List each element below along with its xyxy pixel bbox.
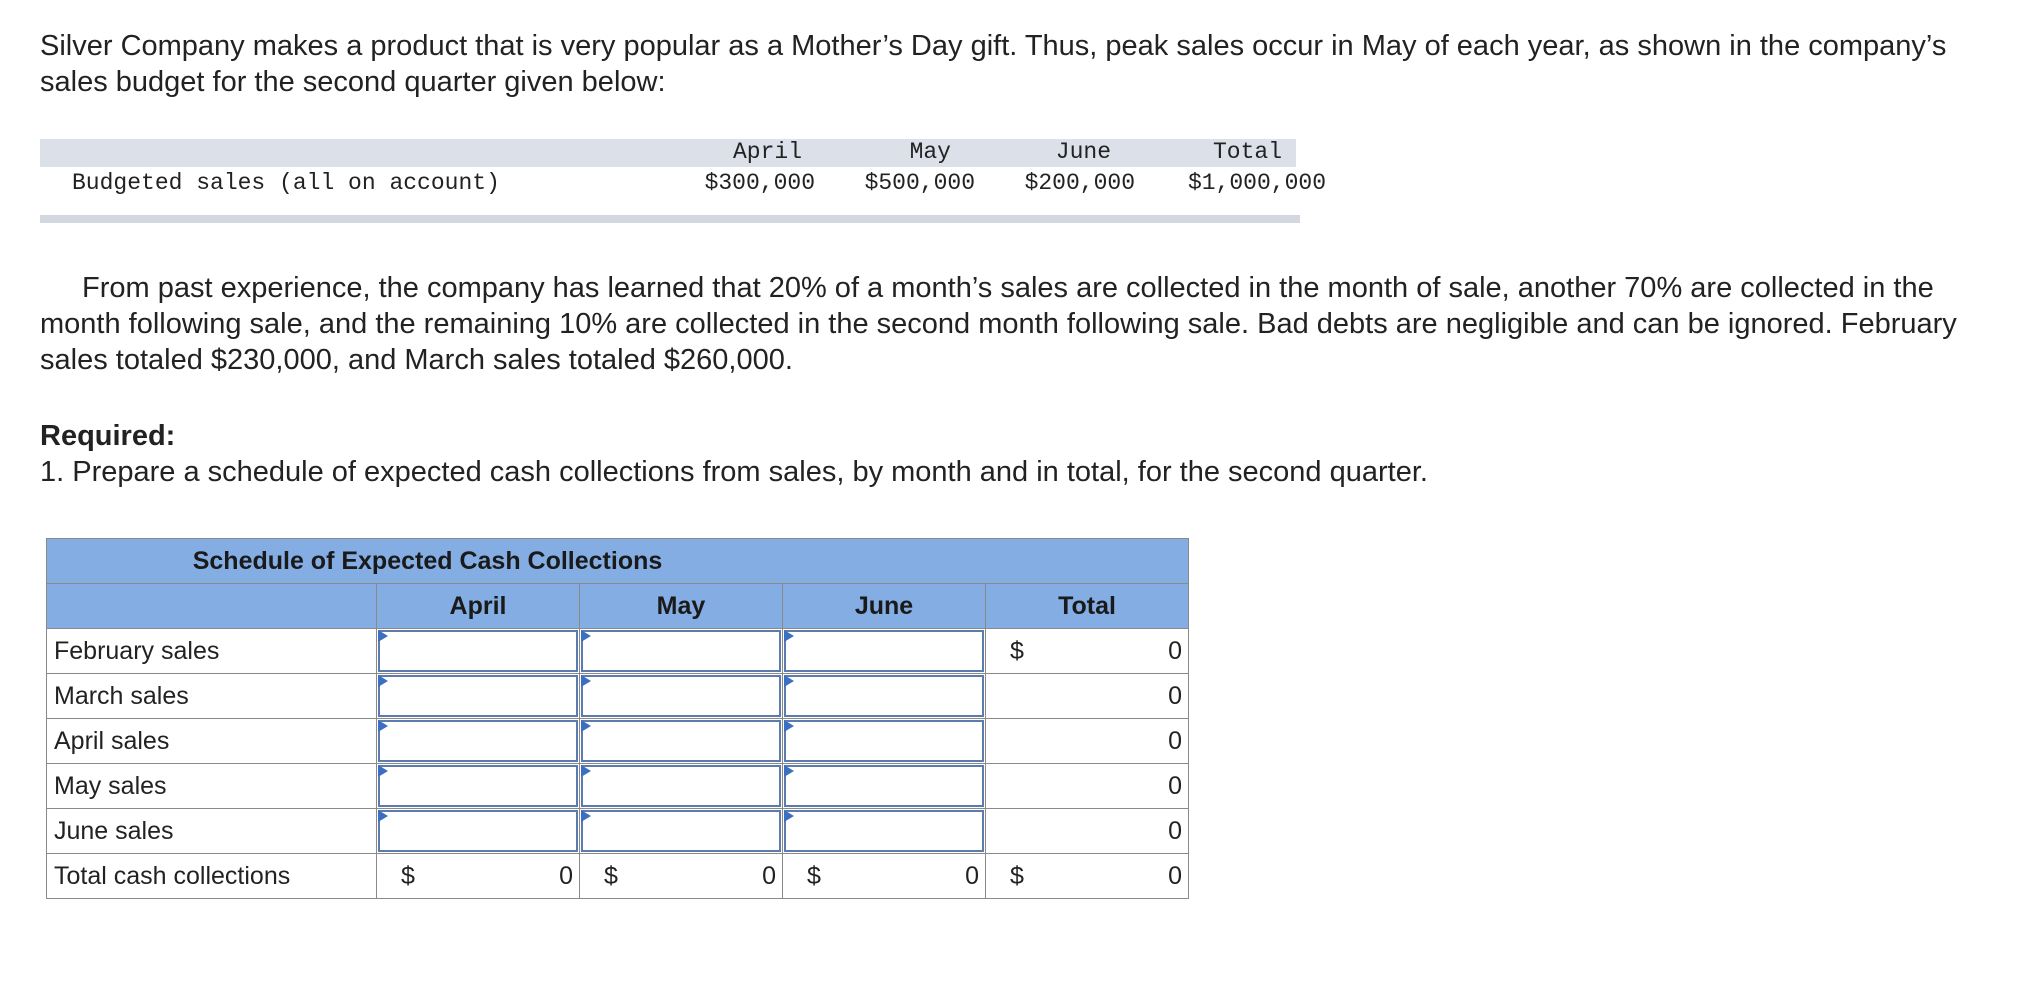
budget-bottom-rule	[40, 215, 1300, 223]
input-apr-april[interactable]	[376, 718, 580, 764]
budget-value-april: $300,000	[704, 170, 815, 196]
total-value: 0	[965, 862, 979, 890]
header-may: May	[579, 583, 783, 629]
input-may-may[interactable]	[579, 763, 783, 809]
total-value: 0	[762, 862, 776, 890]
budget-row-label: Budgeted sales (all on account)	[72, 170, 500, 196]
total-value: 0	[1168, 727, 1182, 755]
total-may-col: $0	[579, 853, 783, 899]
input-jun-june[interactable]	[782, 808, 986, 854]
input-may-june[interactable]	[782, 763, 986, 809]
total-jun: 0	[985, 808, 1189, 854]
input-may-april[interactable]	[376, 763, 580, 809]
total-value: 0	[559, 862, 573, 890]
input-jun-may[interactable]	[579, 808, 783, 854]
total-may: 0	[985, 763, 1189, 809]
budget-header-may: May	[909, 139, 951, 165]
total-june-col: $0	[782, 853, 986, 899]
table-row: March sales 0	[46, 673, 1189, 719]
budget-value-may: $500,000	[864, 170, 975, 196]
sales-budget-table: April May June Total Budgeted sales (all…	[40, 139, 1326, 223]
table-row: May sales 0	[46, 763, 1189, 809]
row-label-may: May sales	[46, 763, 377, 809]
table-row: April sales 0	[46, 718, 1189, 764]
total-value: 0	[1168, 772, 1182, 800]
currency-symbol: $	[807, 862, 821, 890]
context-paragraph: From past experience, the company has le…	[40, 272, 1957, 376]
total-value: 0	[1168, 637, 1182, 665]
required-heading: Required:	[40, 420, 176, 452]
budget-value-total: $1,000,000	[1187, 170, 1326, 196]
row-label-april: April sales	[46, 718, 377, 764]
input-apr-june[interactable]	[782, 718, 986, 764]
input-jun-april[interactable]	[376, 808, 580, 854]
input-mar-may[interactable]	[579, 673, 783, 719]
header-april: April	[376, 583, 580, 629]
intro-paragraph: Silver Company makes a product that is v…	[40, 30, 1947, 98]
header-june: June	[782, 583, 986, 629]
input-apr-may[interactable]	[579, 718, 783, 764]
schedule-title: Schedule of Expected Cash Collections	[46, 538, 1189, 584]
input-feb-june[interactable]	[782, 628, 986, 674]
header-blank	[46, 583, 377, 629]
budget-header-june: June	[1055, 139, 1111, 165]
header-total: Total	[985, 583, 1189, 629]
schedule-title-text: Schedule of Expected Cash Collections	[192, 546, 663, 575]
budget-header-april: April	[732, 139, 802, 165]
total-april: $0	[376, 853, 580, 899]
currency-symbol: $	[401, 862, 415, 890]
row-label-march: March sales	[46, 673, 377, 719]
total-value: 0	[1168, 862, 1182, 890]
total-feb: $0	[985, 628, 1189, 674]
currency-symbol: $	[1010, 862, 1024, 890]
total-apr: 0	[985, 718, 1189, 764]
total-value: 0	[1168, 817, 1182, 845]
input-feb-april[interactable]	[376, 628, 580, 674]
currency-symbol: $	[1010, 637, 1024, 665]
input-feb-may[interactable]	[579, 628, 783, 674]
input-mar-april[interactable]	[376, 673, 580, 719]
table-row: June sales 0	[46, 808, 1189, 854]
row-label-total: Total cash collections	[46, 853, 377, 899]
row-label-june: June sales	[46, 808, 377, 854]
required-text: 1. Prepare a schedule of expected cash c…	[40, 456, 1428, 488]
total-mar: 0	[985, 673, 1189, 719]
row-label-february: February sales	[46, 628, 377, 674]
budget-header-total: Total	[1212, 139, 1282, 165]
budget-value-june: $200,000	[1024, 170, 1135, 196]
input-mar-june[interactable]	[782, 673, 986, 719]
grand-total: $0	[985, 853, 1189, 899]
total-value: 0	[1168, 682, 1182, 710]
budget-header-band	[40, 139, 1296, 167]
currency-symbol: $	[604, 862, 618, 890]
table-row: February sales $0	[46, 628, 1189, 674]
cash-collections-schedule: Schedule of Expected Cash Collections Ap…	[46, 538, 1189, 899]
total-cash-collections-row: Total cash collections $0 $0 $0 $0	[46, 853, 1189, 899]
